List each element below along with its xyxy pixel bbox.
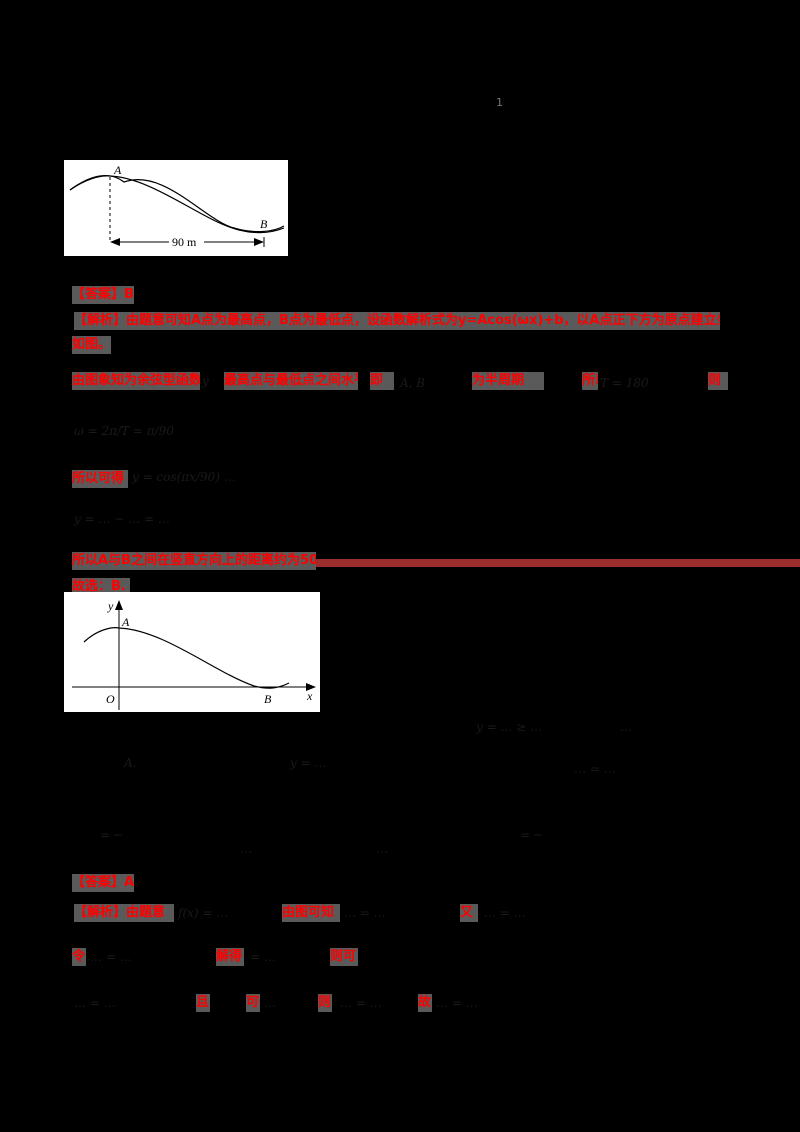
analysis-1-line1: 【解析】由题意可知A点为最高点，B点为最低点，设函数解析式为y=Acos(ωx)… — [74, 312, 720, 330]
math-expression: … = … — [340, 996, 382, 1010]
math-expression: … — [240, 842, 252, 856]
math-expression: f(x) = … — [178, 906, 229, 920]
curve-diagram-icon: A B 90 m — [69, 163, 285, 249]
analysis-1-text: 为半周期 — [472, 372, 544, 390]
math-expression: … = … — [74, 996, 116, 1010]
analysis-2-text: 可得 — [246, 994, 260, 1012]
math-expression: ω = 2π/T = π/90 — [74, 424, 174, 438]
analysis-2-text: 故 — [418, 994, 432, 1012]
page-number: 1 — [496, 96, 503, 109]
math-expression: y = … — [290, 756, 327, 770]
analysis-2-text: 【解析】由题意 — [74, 904, 174, 922]
axis-x-label: x — [306, 689, 313, 703]
math-expression: … — [620, 720, 632, 734]
math-expression: A, B — [400, 376, 426, 390]
math-expression: … = … — [574, 762, 616, 776]
analysis-2-text: 令 — [72, 948, 86, 966]
math-expression: … — [376, 842, 388, 856]
analysis-2-text: 且 — [196, 994, 210, 1012]
analysis-1-text: 则 — [708, 372, 728, 390]
math-expression: y = … − … = … — [74, 512, 170, 526]
coordinate-diagram-icon: y A O B x — [72, 599, 316, 710]
distance-label: 90 m — [172, 235, 197, 249]
analysis-2-text: 则 — [318, 994, 332, 1012]
axis-y-label: y — [107, 599, 114, 613]
math-expression: y — [202, 374, 209, 388]
analysis-2-text: 解得 — [216, 948, 244, 966]
label-b: B — [260, 217, 268, 231]
analysis-2-text: 则可 — [330, 948, 358, 966]
math-expression: A. — [124, 756, 137, 770]
label-b: B — [264, 692, 272, 706]
figure-hill-curve: A B 90 m — [64, 160, 288, 256]
math-expression: = … — [250, 950, 276, 964]
math-expression: … = … — [344, 906, 386, 920]
math-expression: T = 180 — [600, 376, 649, 390]
analysis-2-text: 又 — [460, 904, 478, 922]
math-expression: y = cos(πx/90) … — [132, 470, 236, 484]
answer-label-2: 【答案】A — [72, 874, 135, 892]
math-expression: y = … ≥ … — [476, 720, 543, 734]
analysis-1-text: 最高点与最低点之间水平距离 — [224, 372, 358, 390]
answer-label-1: 【答案】B — [72, 286, 134, 304]
label-origin: O — [106, 692, 115, 706]
analysis-1-text: 由图象知为余弦型函数 — [72, 372, 200, 390]
analysis-1-text: 所以周期 — [582, 372, 598, 390]
label-a: A — [121, 615, 130, 629]
math-expression: = ─ — [520, 828, 542, 842]
analysis-1-text: 即 — [370, 372, 394, 390]
math-expression: … = … — [484, 906, 526, 920]
conclusion-1: 所以A与B之间在竖直方向上的距离约为50 m。 — [72, 552, 316, 570]
math-expression: … = … — [436, 996, 478, 1010]
analysis-2-text: 由图可知 — [282, 904, 340, 922]
math-expression: … = … — [90, 950, 132, 964]
analysis-1-line1b: 如图。 — [72, 336, 112, 354]
math-expression: … — [264, 996, 276, 1010]
choice-1: 故选：B. — [72, 578, 130, 596]
label-a: A — [113, 163, 122, 177]
section-divider — [316, 559, 800, 567]
figure-coordinate-curve: y A O B x — [64, 592, 320, 712]
math-expression: = ─ — [100, 828, 122, 842]
analysis-1-text: 所以可得 — [72, 470, 128, 488]
